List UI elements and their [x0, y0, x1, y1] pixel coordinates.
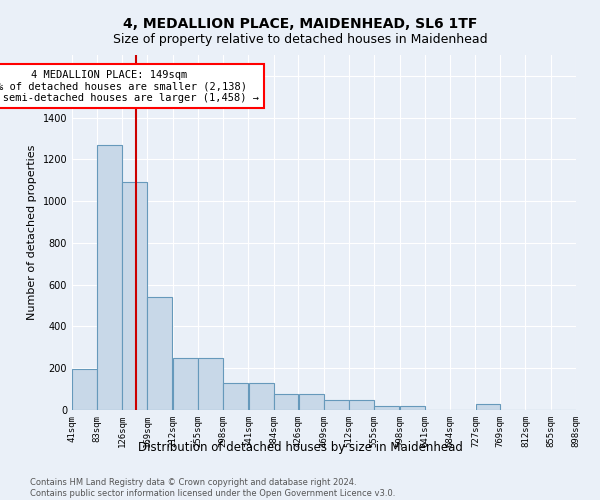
- Bar: [72, 369, 97, 410]
- Bar: [173, 358, 198, 410]
- Text: Distribution of detached houses by size in Maidenhead: Distribution of detached houses by size …: [137, 441, 463, 454]
- Bar: [274, 394, 298, 410]
- Y-axis label: Number of detached properties: Number of detached properties: [27, 145, 37, 320]
- Bar: [400, 406, 425, 410]
- Bar: [324, 400, 349, 410]
- Bar: [374, 406, 400, 410]
- Bar: [148, 297, 172, 410]
- Text: 4, MEDALLION PLACE, MAIDENHEAD, SL6 1TF: 4, MEDALLION PLACE, MAIDENHEAD, SL6 1TF: [123, 18, 477, 32]
- Bar: [299, 394, 323, 410]
- Bar: [248, 383, 274, 410]
- Bar: [122, 182, 147, 410]
- Bar: [476, 404, 500, 410]
- Text: 4 MEDALLION PLACE: 149sqm
← 59% of detached houses are smaller (2,138)
40% of se: 4 MEDALLION PLACE: 149sqm ← 59% of detac…: [0, 70, 259, 103]
- Bar: [349, 400, 374, 410]
- Text: Size of property relative to detached houses in Maidenhead: Size of property relative to detached ho…: [113, 32, 487, 46]
- Bar: [97, 145, 122, 410]
- Bar: [223, 383, 248, 410]
- Text: Contains HM Land Registry data © Crown copyright and database right 2024.
Contai: Contains HM Land Registry data © Crown c…: [30, 478, 395, 498]
- Bar: [198, 358, 223, 410]
